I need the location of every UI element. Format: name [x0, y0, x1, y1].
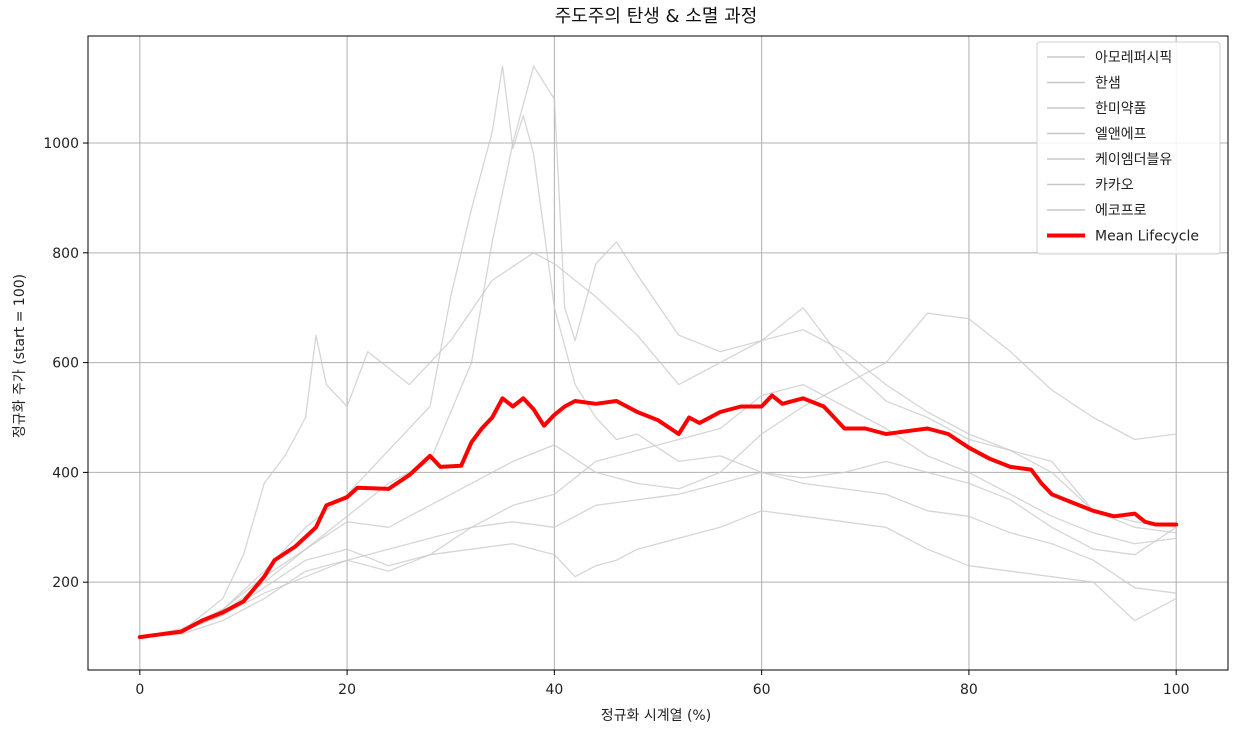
- stock-line-4: [139, 510, 1177, 638]
- legend-label-1: 한샘: [1095, 76, 1121, 92]
- legend-label-3: 엘앤에프: [1095, 127, 1147, 143]
- x-tick-label-5: 100: [1163, 682, 1190, 698]
- stock-line-5: [139, 460, 1177, 638]
- legend-label-5: 카카오: [1095, 178, 1134, 194]
- legend-box: [1036, 41, 1221, 255]
- y-tick-label-3: 800: [52, 246, 79, 262]
- stock-line-3: [139, 312, 1177, 638]
- legend-label-2: 한미약품: [1095, 101, 1147, 117]
- series-layer: [137, 65, 1179, 640]
- stock-line-6: [139, 383, 1177, 638]
- y-tick-label-4: 1000: [43, 136, 79, 152]
- y-axis-label: 정규화 주가 (start = 100): [12, 274, 28, 438]
- x-tick-label-4: 80: [960, 682, 978, 698]
- chart-title: 주도주의 탄생 & 소멸 과정: [555, 6, 758, 27]
- stock-line-2: [139, 65, 1177, 638]
- y-tick-label-2: 600: [52, 356, 79, 372]
- legend-label-6: 에코프로: [1095, 203, 1147, 219]
- x-tick-label-1: 20: [338, 682, 356, 698]
- y-tick-label-0: 200: [52, 575, 79, 591]
- x-tick-label-3: 60: [753, 682, 771, 698]
- stock-line-0: [139, 65, 1177, 638]
- x-tick-label-0: 0: [135, 682, 144, 698]
- mean-lifecycle-line: [137, 393, 1179, 640]
- legend-label-0: 아모레퍼시픽: [1095, 50, 1172, 66]
- axes-layer: 0 20 40 60 80 100 200 400 600 800 1000: [43, 35, 1229, 698]
- x-axis-label: 정규화 시계열 (%): [601, 708, 711, 724]
- stock-line-1: [139, 252, 1177, 638]
- y-tick-label-1: 400: [52, 465, 79, 481]
- x-tick-label-2: 40: [545, 682, 563, 698]
- plot-frame: [87, 35, 1229, 671]
- legend-label-4: 케이엠더블유: [1095, 152, 1172, 168]
- legend-label-7: Mean Lifecycle: [1095, 229, 1199, 245]
